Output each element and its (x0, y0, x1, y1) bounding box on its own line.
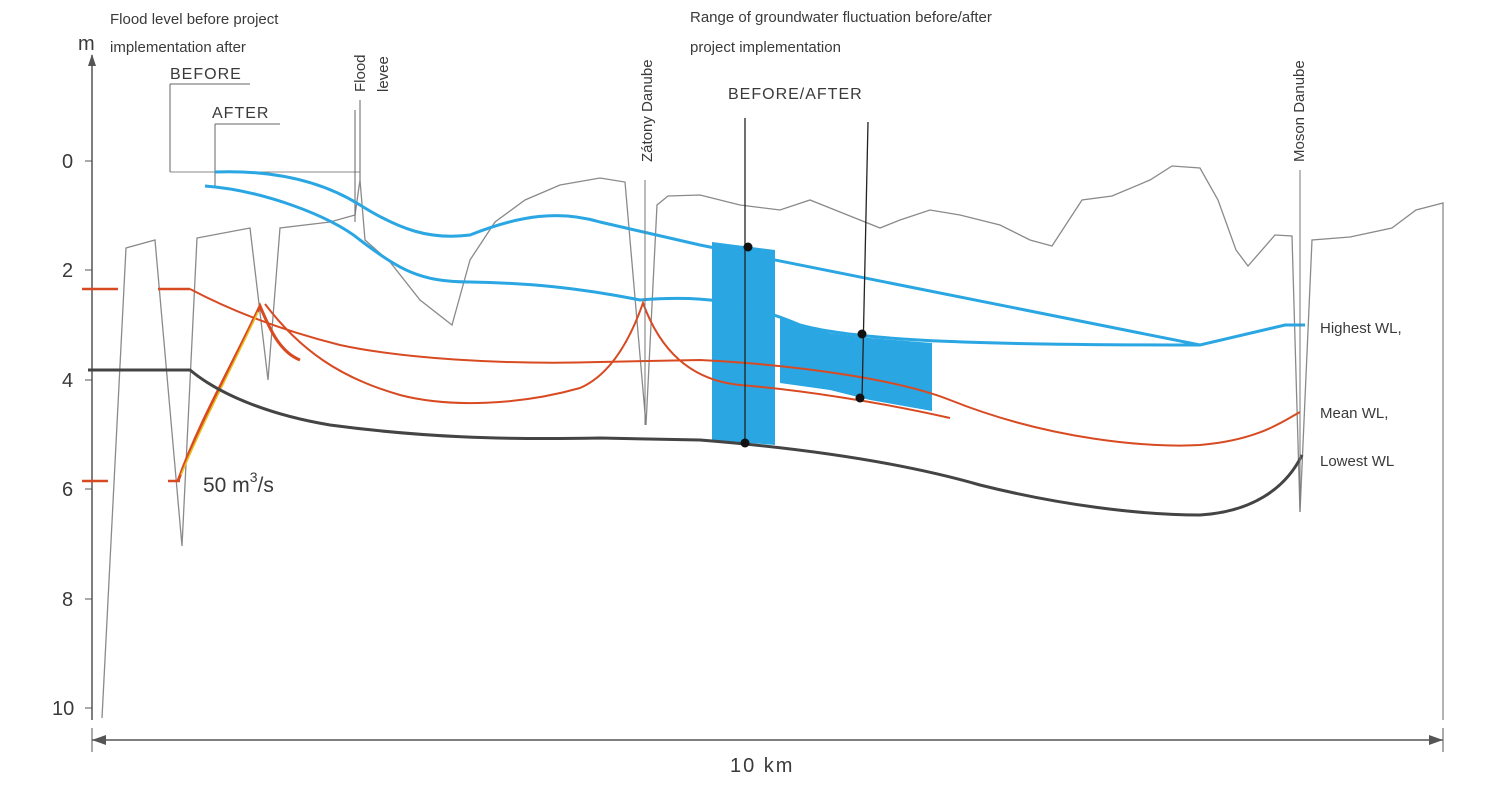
flood-level-group (169, 83, 1305, 347)
range-note-line1: Range of groundwater fluctuation before/… (690, 9, 992, 26)
flood-note-line2: implementation after (110, 39, 246, 56)
measurement-line-2 (861, 121, 869, 401)
mean-wl-upper-line (189, 288, 1301, 447)
y-axis: m 0 2 4 6 8 10 (52, 33, 96, 720)
x-scale-bar: 10 km (91, 728, 1444, 777)
measurement-dot (743, 242, 753, 252)
x-scale-label: 10 km (730, 755, 794, 777)
x-scale-left-arrow-icon (92, 735, 106, 745)
y-tick-label-10: 10 (52, 698, 74, 720)
highest-wl-label: Highest WL, (1320, 320, 1402, 337)
after-label: AFTER (212, 105, 269, 122)
y-tick-0: 0 (62, 151, 92, 173)
terrain-profile (101, 165, 1444, 720)
y-tick-label-2: 2 (62, 260, 73, 282)
y-axis-unit: m (78, 33, 95, 55)
lowest-wl-line (88, 368, 1304, 517)
flood-level-after-bracket (214, 123, 280, 186)
measurement-dot (855, 393, 865, 403)
mean-wl-lower-line (264, 300, 951, 419)
highest-wl-upper-line (214, 170, 1305, 347)
mean-wl-label: Mean WL, (1320, 405, 1388, 422)
y-tick-label-6: 6 (62, 479, 73, 501)
discharge-label: 50 m3/s (203, 469, 274, 497)
measurement-dot (740, 438, 750, 448)
discharge-curve-left-inner (180, 311, 259, 476)
y-tick-label-4: 4 (62, 370, 73, 392)
flood-note-line1: Flood level before project (110, 11, 279, 28)
y-tick-10: 10 (52, 698, 92, 720)
before-after-label: BEFORE/AFTER (728, 86, 863, 103)
y-tick-label-0: 0 (62, 151, 73, 173)
moson-danube-label: Moson Danube (1291, 60, 1308, 162)
measurement-dot (857, 329, 867, 339)
flood-level-bracket (169, 83, 250, 172)
x-scale-right-arrow-icon (1429, 735, 1443, 745)
discharge-value: 50 m (203, 474, 250, 497)
y-tick-6: 6 (62, 479, 92, 501)
y-axis-arrow-icon (88, 54, 96, 66)
fluctuation-range-left (712, 242, 775, 445)
y-tick-8: 8 (62, 589, 92, 611)
y-tick-4: 4 (62, 370, 92, 392)
fluctuation-range-right (780, 318, 932, 411)
y-tick-label-8: 8 (62, 589, 73, 611)
mean-wl-group (82, 287, 1301, 483)
highest-wl-lower-line (204, 184, 1201, 347)
flood-levee-label-2: levee (375, 56, 392, 92)
fluctuation-range (712, 242, 932, 445)
lowest-wl-label: Lowest WL (1320, 453, 1394, 470)
zatony-danube-label: Zátony Danube (639, 59, 656, 162)
measurement-verticals (740, 118, 869, 448)
flood-levee-label-1: Flood (352, 54, 369, 92)
before-label: BEFORE (170, 66, 242, 83)
discharge-unit: /s (257, 474, 273, 497)
discharge-exponent: 3 (250, 469, 258, 485)
range-note-line2: project implementation (690, 39, 841, 56)
discharge-curve-left (176, 302, 301, 482)
y-tick-2: 2 (62, 260, 92, 282)
